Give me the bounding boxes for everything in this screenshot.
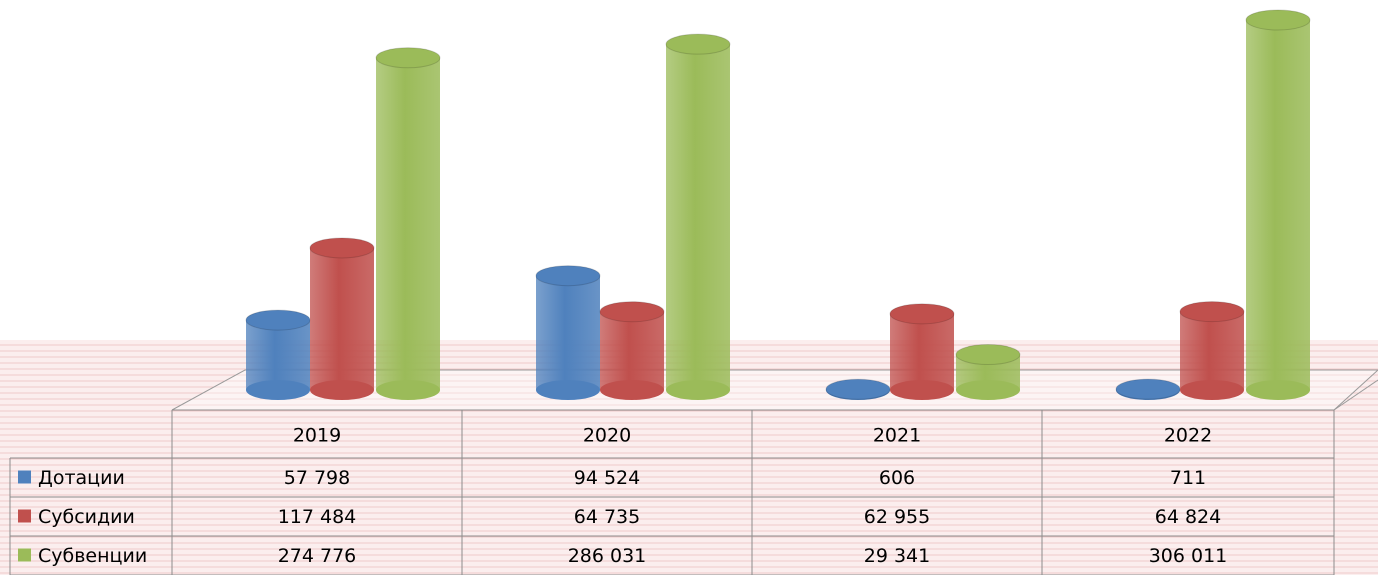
cylinder: [599, 301, 665, 400]
cylinder-top: [889, 303, 955, 325]
table-edge: [1333, 379, 1378, 411]
cylinder-top: [955, 344, 1021, 366]
value-label: 306 011: [1149, 545, 1228, 567]
cylinder-top: [309, 237, 375, 259]
cylinder: [665, 33, 731, 400]
value-label: 711: [1170, 467, 1206, 489]
cylinder: [825, 378, 891, 400]
value-label: 64 735: [574, 506, 640, 528]
cylinder-top: [665, 33, 731, 55]
cylinder-body: [376, 57, 440, 391]
cylinder-body: [600, 311, 664, 390]
cylinder: [1179, 301, 1245, 400]
legend-label: Дотации: [38, 467, 125, 489]
cylinder-top: [1115, 378, 1181, 400]
value-label: 29 341: [864, 545, 930, 567]
cylinder-body: [1246, 20, 1310, 390]
cylinder-body: [310, 247, 374, 390]
cylinder-body: [246, 320, 310, 390]
cylinder-top: [1179, 301, 1245, 323]
value-label: 274 776: [278, 545, 357, 567]
cylinder-top: [535, 265, 601, 287]
cylinder-top: [599, 301, 665, 323]
data-table: 2019 2020 2021 2022 Дотации 57 798 94 524 606 71…: [9, 409, 1335, 575]
category-label: 2019: [293, 425, 341, 447]
legend-swatch: [18, 509, 31, 523]
category-label: 2021: [873, 425, 921, 447]
cylinder-body: [1180, 311, 1244, 390]
value-label: 62 955: [864, 506, 930, 528]
cylinder: [1245, 9, 1311, 400]
bars: [245, 9, 1311, 400]
cylinder-top: [825, 378, 891, 400]
value-label: 94 524: [574, 467, 640, 489]
value-label: 286 031: [568, 545, 647, 567]
cylinder: [309, 237, 375, 400]
legend-label: Субвенции: [38, 545, 147, 567]
cylinder: [889, 303, 955, 400]
value-label: 64 824: [1155, 506, 1221, 528]
legend-swatch: [18, 548, 31, 562]
value-label: 606: [879, 467, 915, 489]
cylinder-top: [1245, 9, 1311, 31]
legend-swatch: [18, 470, 31, 484]
category-label: 2020: [583, 425, 631, 447]
cylinder-body: [666, 44, 730, 390]
value-label: 117 484: [278, 506, 357, 528]
cylinder-top: [245, 309, 311, 331]
cylinder-body: [536, 275, 600, 390]
cylinder: [375, 47, 441, 400]
cylinder: [535, 265, 601, 400]
cylinder: [245, 309, 311, 400]
cylinder-body: [890, 313, 954, 390]
category-label: 2022: [1164, 425, 1212, 447]
value-label: 57 798: [284, 467, 350, 489]
cylinder: [1115, 378, 1181, 400]
cylinder: [955, 344, 1021, 400]
legend-label: Субсидии: [38, 506, 135, 528]
cylinder-top: [375, 47, 441, 69]
